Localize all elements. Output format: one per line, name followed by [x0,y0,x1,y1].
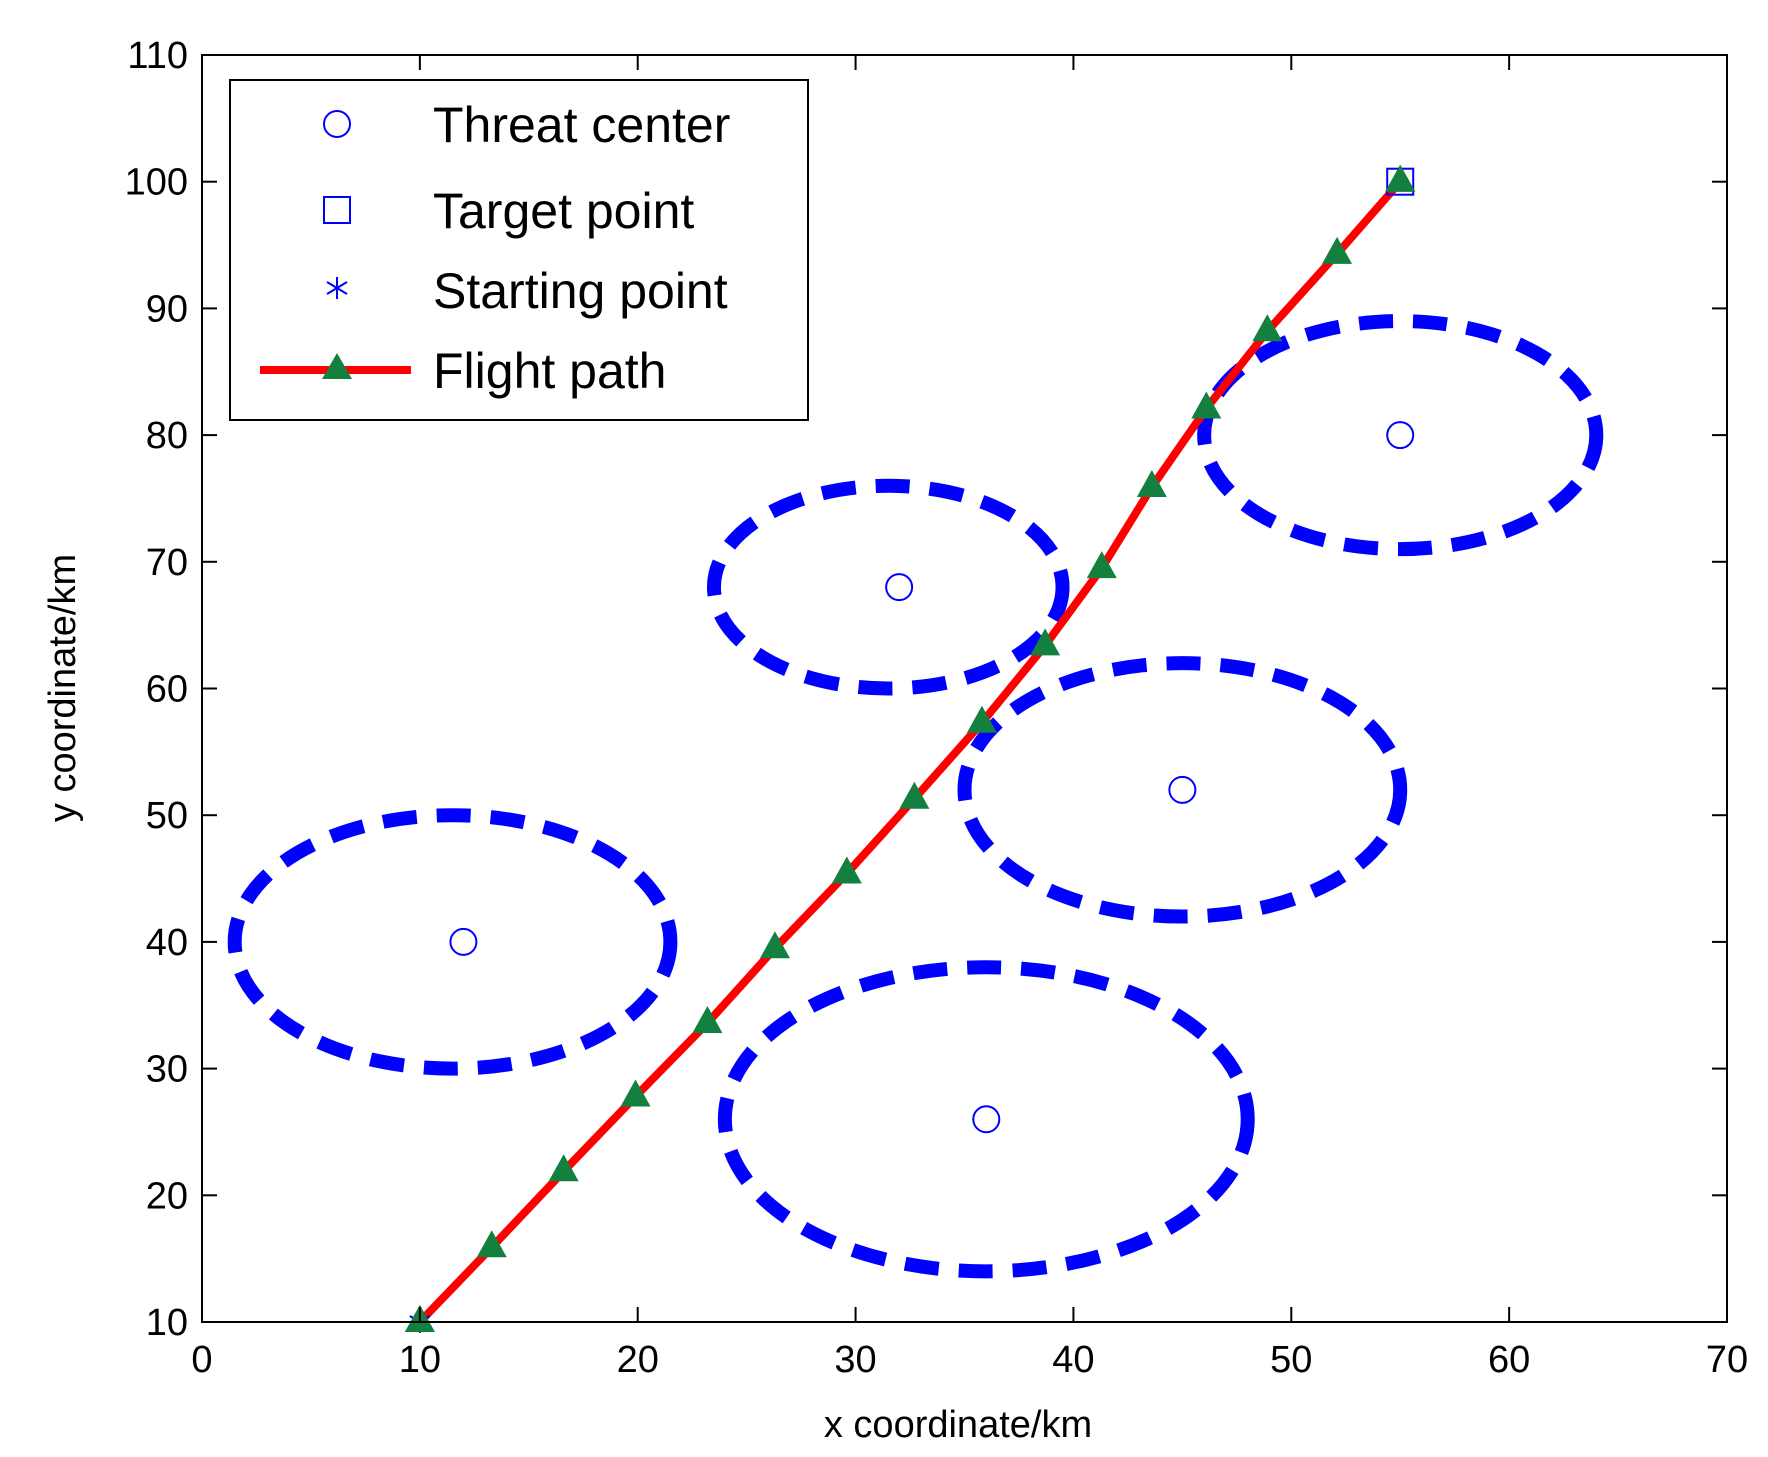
legend-item-target-point: Target point [323,183,694,239]
flight-path-marker [1086,551,1117,579]
x-tick-label: 70 [1706,1339,1748,1381]
flight-path [415,177,1405,1322]
y-tick-label: 110 [127,35,188,77]
legend-label-flight-path: Flight path [433,343,666,399]
flight-path-marker [476,1230,507,1258]
x-tick-label: 20 [617,1339,659,1381]
y-tick-label: 40 [146,922,188,964]
x-tick-label: 60 [1488,1339,1530,1381]
threat-center-point [1386,421,1415,450]
legend-item-starting-point [326,277,348,299]
legend-label-starting-point: Starting point [433,263,728,319]
threat-zone [1197,314,1604,557]
threat-zone [717,960,1255,1279]
legend: Threat center Target point Starting poin… [229,79,809,421]
y-tick-label: 90 [146,288,188,330]
y-axis-label: y coordinate/km [42,554,84,822]
flight-path-end-marker [1385,164,1416,192]
x-tick-label: 10 [399,1339,441,1381]
y-axis-ticks: 10 20 30 40 50 60 70 80 90 100 110 [125,35,1727,1344]
circle-marker-icon [323,110,351,138]
y-tick-label: 20 [146,1175,188,1217]
legend-label-target-point: Target point [433,183,694,239]
y-tick-label: 60 [146,669,188,711]
threat-center-point [1168,775,1197,804]
flight-path-marker [548,1154,579,1182]
y-tick-label: 80 [146,415,188,457]
flight-path-marker [1322,236,1353,264]
legend-box [229,79,809,421]
threat-zone [227,808,678,1076]
triangle-marker-icon [322,353,352,379]
x-axis-ticks: 0 10 20 30 40 50 60 70 [191,55,1748,1381]
threat-center-point [885,573,914,602]
y-tick-label: 10 [146,1302,188,1344]
y-tick-label: 50 [146,795,188,837]
asterisk-marker-icon [326,277,348,299]
x-axis-label: x coordinate/km [824,1404,1092,1446]
flight-path-marker [1252,314,1283,342]
flight-path-marker [1136,470,1167,498]
threat-center-point [449,927,478,956]
flight-path-marker [1191,391,1222,419]
threat-zones [227,314,1604,1279]
flight-path-marker [692,1005,723,1033]
flight-path-marker [1030,628,1061,656]
flight-path-marker [831,856,862,884]
x-tick-label: 0 [191,1339,212,1381]
x-tick-label: 30 [834,1339,876,1381]
legend-label-threat-center: Threat center [433,97,730,153]
legend-item-threat-center: Threat center [323,97,730,153]
y-tick-label: 70 [146,542,188,584]
flight-path-marker [759,931,790,959]
y-tick-label: 30 [146,1049,188,1091]
flight-path-marker [966,705,997,733]
x-tick-label: 50 [1270,1339,1312,1381]
threat-zone [706,478,1070,696]
x-tick-label: 40 [1052,1339,1094,1381]
y-tick-label: 100 [125,162,188,204]
flight-path-line [415,177,1405,1322]
legend-item-flight-path: Flight path [260,343,666,399]
flight-path-marker [899,781,930,809]
flight-path-marker [620,1079,651,1107]
threat-zone [957,656,1408,924]
threat-center-point [972,1105,1001,1134]
square-marker-icon [323,196,351,224]
